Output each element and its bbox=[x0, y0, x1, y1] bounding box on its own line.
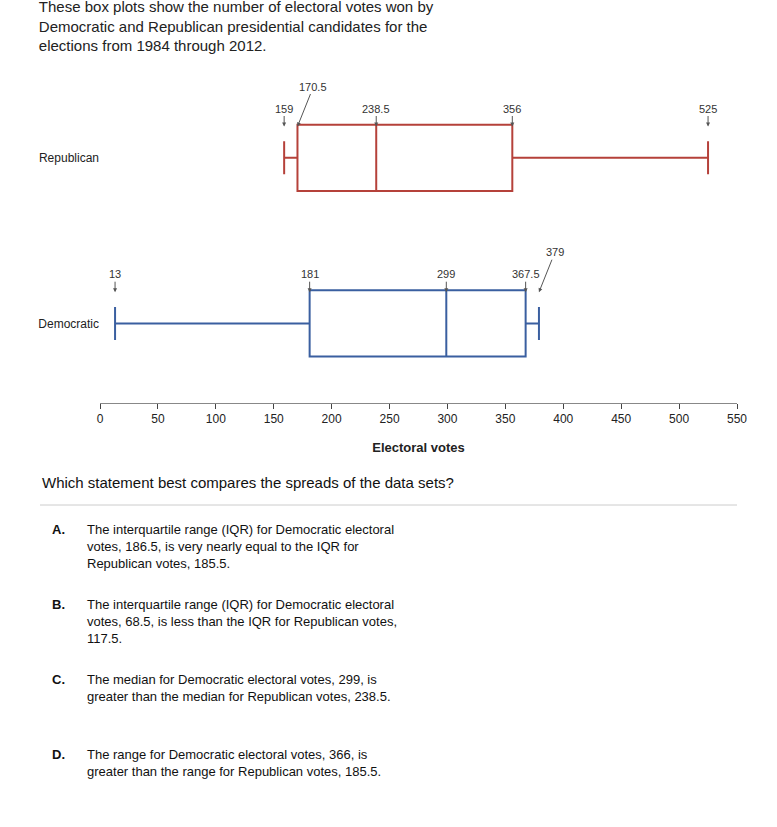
svg-text:299: 299 bbox=[437, 268, 455, 280]
svg-text:The interquartile range (IQR): The interquartile range (IQR) for Democr… bbox=[87, 522, 394, 571]
svg-text:500: 500 bbox=[669, 412, 689, 426]
svg-text:200: 200 bbox=[322, 412, 342, 426]
svg-text:400: 400 bbox=[553, 412, 573, 426]
svg-text:300: 300 bbox=[437, 412, 457, 426]
svg-text:The interquartile range (IQR): The interquartile range (IQR) for Democr… bbox=[87, 597, 397, 646]
svg-text:170.5: 170.5 bbox=[299, 81, 327, 93]
svg-text:Democratic: Democratic bbox=[38, 317, 99, 331]
svg-text:Electoral votes: Electoral votes bbox=[372, 440, 465, 455]
svg-text:238.5: 238.5 bbox=[362, 103, 390, 115]
svg-text:The median for Democratic elec: The median for Democratic electoral vote… bbox=[87, 672, 391, 704]
svg-text:525: 525 bbox=[699, 103, 717, 115]
svg-text:B.: B. bbox=[52, 597, 65, 612]
svg-text:0: 0 bbox=[97, 412, 104, 426]
svg-text:181: 181 bbox=[301, 268, 319, 280]
svg-text:13: 13 bbox=[109, 268, 121, 280]
svg-text:Which statement best compares: Which statement best compares the spread… bbox=[42, 474, 454, 491]
svg-text:100: 100 bbox=[206, 412, 226, 426]
svg-text:159: 159 bbox=[275, 103, 293, 115]
svg-text:50: 50 bbox=[151, 412, 165, 426]
svg-text:350: 350 bbox=[495, 412, 515, 426]
svg-text:379: 379 bbox=[546, 246, 564, 258]
svg-text:D.: D. bbox=[52, 747, 65, 762]
svg-text:150: 150 bbox=[264, 412, 284, 426]
svg-text:Republican: Republican bbox=[39, 151, 99, 165]
svg-text:367.5: 367.5 bbox=[512, 268, 540, 280]
svg-text:550: 550 bbox=[727, 412, 747, 426]
svg-text:356: 356 bbox=[503, 103, 521, 115]
svg-text:The range for Democratic elect: The range for Democratic electoral votes… bbox=[87, 747, 381, 779]
svg-text:A.: A. bbox=[52, 522, 65, 537]
svg-text:These box plots show the numbe: These box plots show the number of elect… bbox=[39, 0, 434, 54]
svg-text:450: 450 bbox=[611, 412, 631, 426]
svg-text:C.: C. bbox=[52, 672, 65, 687]
svg-text:250: 250 bbox=[380, 412, 400, 426]
